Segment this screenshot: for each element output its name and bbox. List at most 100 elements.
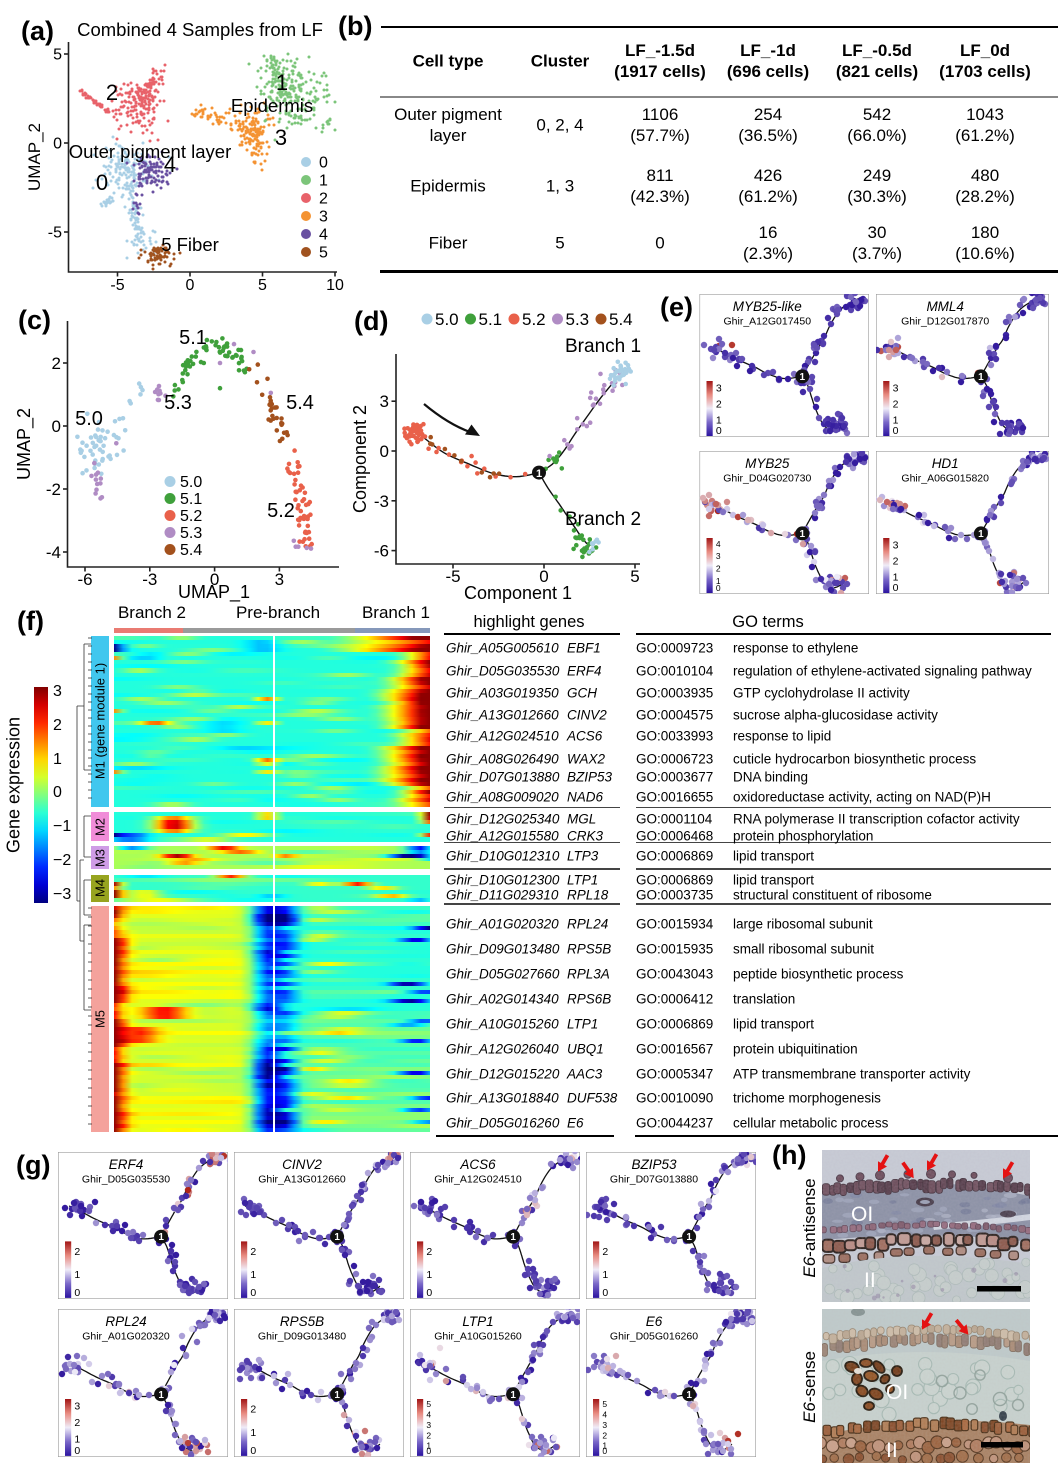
svg-text:Branch 1: Branch 1 (565, 336, 641, 357)
svg-text:0: 0 (74, 1445, 80, 1457)
svg-text:UMAP_1: UMAP_1 (178, 582, 250, 603)
svg-text:0: 0 (210, 570, 219, 589)
svg-text:2: 2 (716, 398, 722, 410)
svg-text:0: 0 (319, 155, 328, 172)
svg-text:2: 2 (602, 1430, 607, 1440)
svg-text:Ghir_A01G020320: Ghir_A01G020320 (82, 1331, 170, 1343)
svg-text:Ghir_A13G012660: Ghir_A13G012660 (258, 1174, 346, 1186)
svg-text:E6: E6 (646, 1314, 663, 1329)
svg-text:5.3: 5.3 (180, 525, 202, 542)
svg-text:Ghir_D05G035530: Ghir_D05G035530 (82, 1174, 170, 1186)
svg-text:5: 5 (319, 245, 328, 262)
svg-text:3: 3 (426, 1420, 431, 1430)
svg-text:1: 1 (426, 1269, 432, 1281)
svg-text:-5: -5 (110, 277, 124, 294)
svg-text:5.1: 5.1 (180, 491, 202, 508)
svg-text:2: 2 (716, 564, 721, 574)
svg-text:3: 3 (602, 1420, 607, 1430)
svg-text:1: 1 (602, 1441, 607, 1451)
svg-text:0: 0 (186, 277, 195, 294)
svg-text:1: 1 (158, 1390, 164, 1401)
svg-text:1: 1 (893, 571, 899, 583)
svg-text:5.1: 5.1 (479, 310, 503, 329)
svg-text:5.0: 5.0 (75, 408, 103, 430)
svg-text:1: 1 (334, 1390, 340, 1401)
svg-text:3: 3 (716, 551, 721, 561)
svg-text:-3: -3 (142, 570, 157, 589)
svg-text:Branch 2: Branch 2 (565, 509, 641, 530)
svg-text:1: 1 (536, 468, 542, 480)
svg-text:CINV2: CINV2 (282, 1157, 322, 1172)
svg-text:2: 2 (319, 191, 328, 208)
svg-text:5.2: 5.2 (180, 508, 202, 525)
svg-text:5.2: 5.2 (267, 500, 295, 522)
svg-text:5.3: 5.3 (164, 392, 192, 414)
svg-text:5: 5 (426, 1399, 431, 1409)
svg-text:5.2: 5.2 (522, 310, 546, 329)
svg-text:0: 0 (716, 583, 721, 593)
svg-text:OI: OI (886, 1381, 908, 1404)
svg-text:0: 0 (426, 1287, 432, 1299)
svg-text:1: 1 (686, 1232, 692, 1243)
svg-text:1: 1 (800, 372, 806, 383)
svg-text:3: 3 (893, 539, 899, 551)
svg-text:0: 0 (426, 1446, 431, 1456)
svg-text:Ghir_D05G016260: Ghir_D05G016260 (610, 1331, 698, 1343)
svg-text:-6: -6 (374, 542, 389, 561)
svg-text:2: 2 (74, 1246, 80, 1258)
svg-text:0: 0 (250, 1445, 256, 1457)
svg-text:-5: -5 (48, 225, 62, 242)
svg-text:(a): (a) (21, 16, 54, 46)
svg-text:LTP1: LTP1 (462, 1314, 493, 1329)
svg-text:1: 1 (510, 1232, 516, 1243)
svg-text:ERF4: ERF4 (109, 1157, 144, 1172)
svg-text:HD1: HD1 (932, 456, 959, 471)
svg-text:1: 1 (978, 372, 984, 383)
svg-text:2: 2 (893, 398, 899, 410)
svg-text:5: 5 (602, 1399, 607, 1409)
svg-text:MYB25: MYB25 (745, 456, 790, 471)
svg-text:1: 1 (716, 414, 722, 426)
svg-text:2: 2 (602, 1246, 608, 1258)
svg-text:5.4: 5.4 (609, 310, 633, 329)
svg-text:2: 2 (250, 1404, 256, 1416)
svg-text:II: II (864, 1269, 876, 1292)
svg-text:-3: -3 (374, 492, 389, 511)
svg-text:3: 3 (716, 382, 722, 394)
svg-text:Ghir_A06G015820: Ghir_A06G015820 (901, 473, 989, 485)
svg-text:1: 1 (510, 1390, 516, 1401)
svg-text:2: 2 (106, 80, 118, 105)
svg-text:Ghir_D04G020730: Ghir_D04G020730 (723, 473, 811, 485)
svg-text:1: 1 (686, 1390, 692, 1401)
svg-text:Combined 4 Samples from LF: Combined 4 Samples from LF (77, 19, 323, 40)
svg-text:3: 3 (380, 392, 389, 411)
svg-text:4: 4 (319, 227, 328, 244)
svg-text:5: 5 (630, 567, 639, 586)
svg-text:4: 4 (426, 1409, 431, 1419)
svg-text:1: 1 (250, 1427, 256, 1439)
svg-text:Component 2: Component 2 (350, 405, 370, 513)
svg-text:II: II (886, 1439, 898, 1462)
svg-text:0: 0 (53, 136, 62, 153)
svg-text:4: 4 (602, 1409, 607, 1419)
svg-text:0: 0 (893, 425, 899, 437)
svg-text:-6: -6 (77, 570, 92, 589)
svg-text:1: 1 (74, 1434, 80, 1446)
svg-text:3: 3 (275, 570, 284, 589)
svg-text:5.4: 5.4 (180, 542, 202, 559)
svg-text:Ghir_D07G013880: Ghir_D07G013880 (610, 1174, 698, 1186)
svg-text:1: 1 (334, 1232, 340, 1243)
svg-text:1: 1 (74, 1269, 80, 1281)
svg-text:3: 3 (275, 125, 287, 150)
svg-text:5 Fiber: 5 Fiber (161, 234, 219, 255)
svg-text:1: 1 (250, 1269, 256, 1281)
svg-text:-5: -5 (445, 567, 460, 586)
svg-text:1: 1 (158, 1232, 164, 1243)
svg-text:4: 4 (164, 152, 176, 177)
svg-text:1: 1 (319, 173, 328, 190)
svg-text:1: 1 (602, 1269, 608, 1281)
svg-text:RPS5B: RPS5B (280, 1314, 324, 1329)
svg-text:-4: -4 (46, 543, 61, 562)
svg-text:5.1: 5.1 (179, 327, 207, 349)
svg-text:2: 2 (893, 555, 899, 567)
